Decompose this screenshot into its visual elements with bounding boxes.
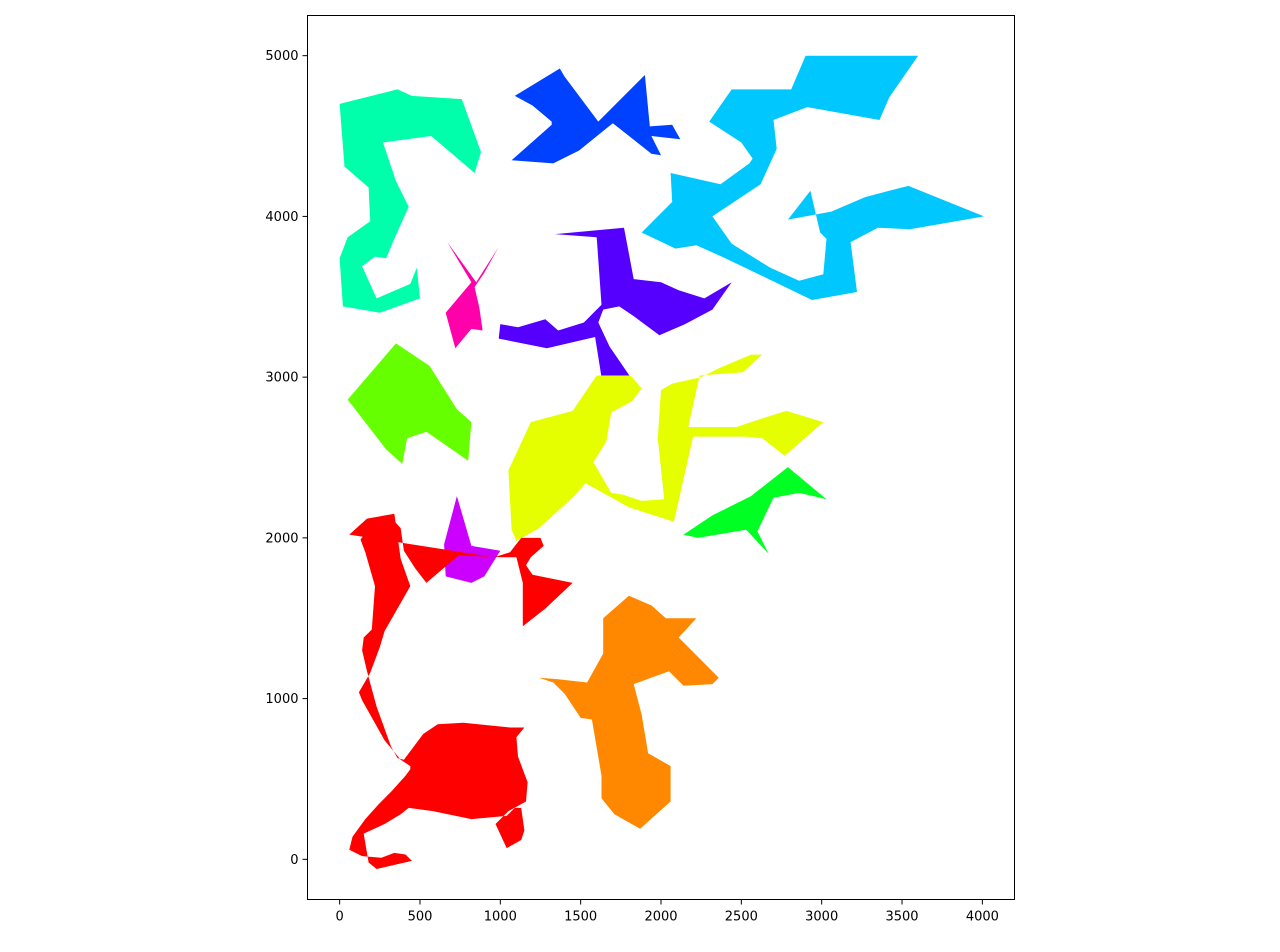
- y-tick-label: 5000: [265, 49, 298, 64]
- x-axis: 0 500 1000 1500 2000 2500 3000 3500 4000: [335, 899, 999, 925]
- shape-8: [683, 467, 827, 554]
- shape-9: [444, 496, 501, 583]
- shape-7: [508, 354, 824, 542]
- shape-5: [498, 227, 732, 378]
- x-tick-label: 3000: [805, 910, 838, 925]
- y-tick-label: 1000: [265, 692, 298, 707]
- shape-11: [538, 595, 719, 829]
- y-axis: 0 1000 2000 3000 4000 5000: [265, 49, 308, 868]
- x-tick-label: 500: [408, 910, 433, 925]
- shape-10: [349, 513, 573, 869]
- y-tick-label: 3000: [265, 371, 298, 386]
- shape-3: [641, 55, 984, 301]
- shape-4: [445, 242, 499, 349]
- shape-1: [339, 89, 481, 313]
- x-tick-label: 2500: [725, 910, 758, 925]
- x-tick-label: 0: [335, 910, 343, 925]
- polygon-shapes: [339, 55, 984, 869]
- x-tick-label: 1000: [484, 910, 517, 925]
- x-tick-label: 3500: [885, 910, 918, 925]
- plot-area: [307, 15, 1015, 900]
- y-tick-label: 4000: [265, 210, 298, 225]
- y-tick-label: 2000: [265, 531, 298, 546]
- shape-2: [511, 68, 681, 164]
- x-tick-label: 4000: [966, 910, 999, 925]
- x-tick-label: 2000: [644, 910, 677, 925]
- x-tick-label: 1500: [564, 910, 597, 925]
- y-tick-label: 0: [290, 853, 298, 868]
- shape-6: [347, 343, 472, 464]
